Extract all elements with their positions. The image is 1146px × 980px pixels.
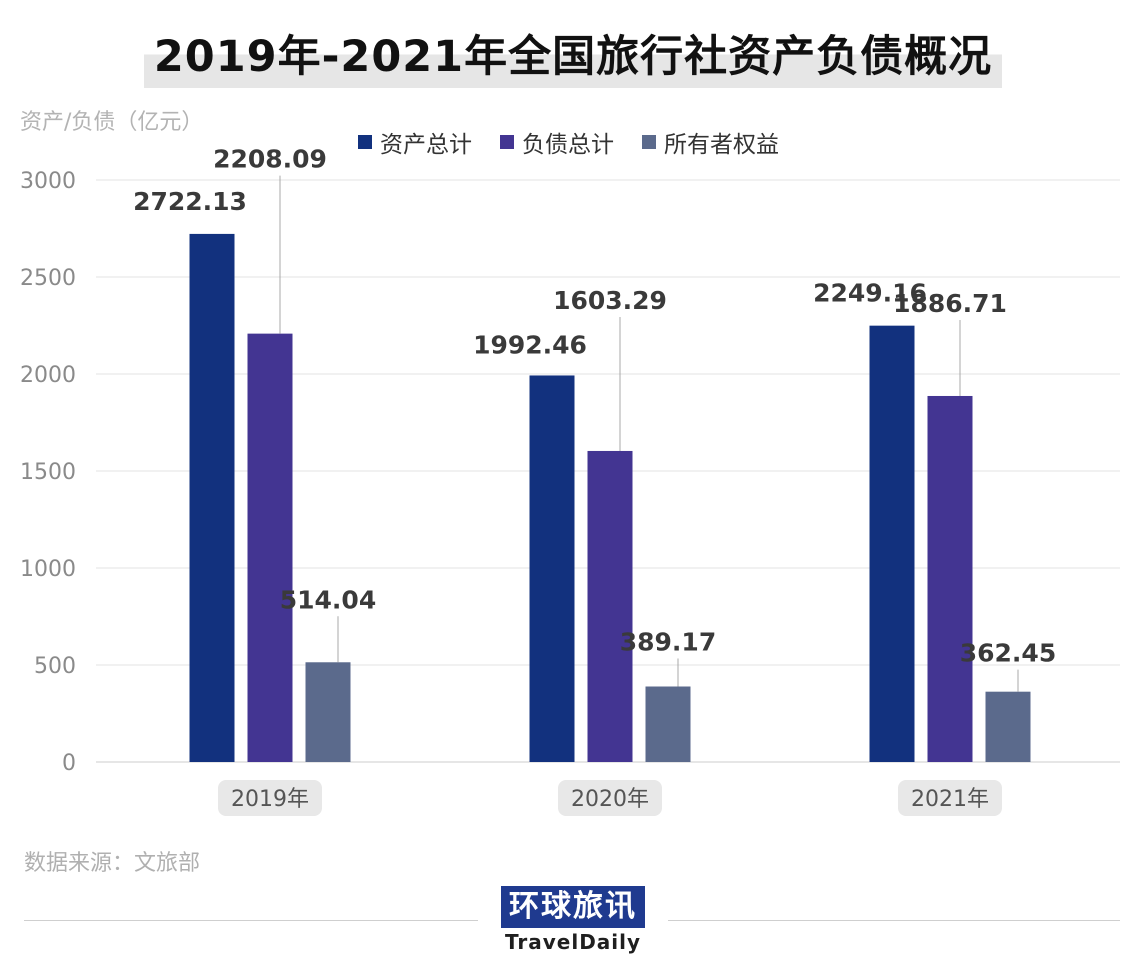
data-label: 2208.09 — [213, 145, 327, 174]
y-tick-label: 2000 — [20, 363, 76, 388]
legend-item-assets: 资产总计 — [358, 125, 472, 159]
bar — [305, 662, 351, 762]
bar — [189, 233, 235, 762]
bar — [985, 691, 1031, 762]
legend: 资产总计 负债总计 所有者权益 — [358, 125, 779, 159]
legend-swatch-equity — [642, 135, 656, 149]
y-tick-label: 1500 — [20, 460, 76, 485]
logo-english: TravelDaily — [504, 930, 642, 954]
x-tick-label: 2019年 — [231, 787, 309, 812]
data-label: 1886.71 — [893, 289, 1007, 318]
brand-logo: 环球旅讯 TravelDaily — [490, 886, 656, 954]
data-label: 514.04 — [280, 585, 376, 614]
legend-swatch-liabilities — [500, 135, 514, 149]
x-tick-label: 2020年 — [571, 787, 649, 812]
x-category-pill — [558, 780, 662, 816]
chart-title: 2019年-2021年全国旅行社资产负债概况 — [143, 18, 1003, 88]
data-label: 362.45 — [960, 639, 1056, 668]
legend-item-equity: 所有者权益 — [642, 125, 779, 159]
data-label: 2249.16 — [813, 279, 927, 308]
legend-label-liabilities: 负债总计 — [522, 132, 614, 158]
bar — [869, 325, 915, 762]
bar-chart: 0 500 1000 1500 2000 2500 3000 2722.13 2208.09 51… — [20, 145, 1120, 816]
y-tick-label: 0 — [62, 751, 76, 776]
bar — [645, 686, 691, 762]
data-label: 1992.46 — [473, 330, 587, 359]
bar — [529, 375, 575, 762]
legend-swatch-assets — [358, 135, 372, 149]
data-label: 2722.13 — [133, 187, 247, 216]
y-tick-label: 500 — [34, 654, 76, 679]
y-tick-label: 3000 — [20, 169, 76, 194]
title-container: 2019年-2021年全国旅行社资产负债概况 — [0, 18, 1146, 88]
y-tick-label: 2500 — [20, 266, 76, 291]
source-note: 数据来源：文旅部 — [24, 851, 201, 876]
bar — [587, 450, 633, 762]
logo-chinese: 环球旅讯 — [501, 886, 645, 928]
y-tick-label: 1000 — [20, 557, 76, 582]
x-category-pill — [898, 780, 1002, 816]
legend-label-equity: 所有者权益 — [664, 132, 779, 158]
x-category-pill — [218, 780, 322, 816]
bar — [927, 395, 973, 762]
footer-divider-right — [668, 920, 1120, 921]
x-tick-label: 2021年 — [911, 787, 989, 812]
legend-label-assets: 资产总计 — [380, 132, 472, 158]
y-axis-label: 资产/负债（亿元） — [20, 110, 204, 135]
bar — [247, 333, 293, 762]
data-label: 1603.29 — [553, 286, 667, 315]
data-label: 389.17 — [620, 628, 716, 657]
legend-item-liabilities: 负债总计 — [500, 125, 614, 159]
footer-divider-left — [24, 920, 478, 921]
